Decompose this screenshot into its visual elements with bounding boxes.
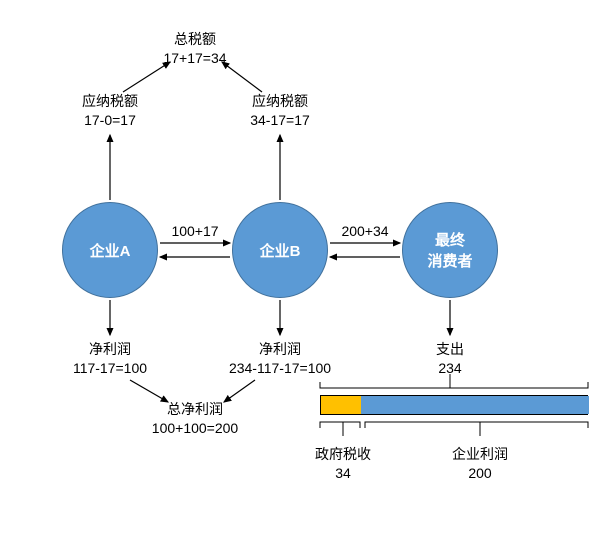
- node-label: 企业B: [260, 240, 301, 261]
- node-enterprise-a: 企业A: [62, 202, 158, 298]
- label-tax-b: 应纳税额34-17=17: [180, 92, 380, 130]
- label-ent-profit: 企业利润200: [380, 445, 580, 483]
- label-total-profit: 总净利润100+100=200: [95, 400, 295, 438]
- node-consumer: 最终 消费者: [402, 202, 498, 298]
- label-flow-bc: 200+34: [265, 222, 465, 241]
- label-total-tax: 总税额17+17=34: [95, 30, 295, 68]
- expense-bar-profit: [361, 396, 589, 414]
- label-expense: 支出234: [350, 340, 550, 378]
- expense-bar: [320, 395, 588, 415]
- node-enterprise-b: 企业B: [232, 202, 328, 298]
- expense-bar-gov: [321, 396, 361, 414]
- node-label: 企业A: [90, 240, 131, 261]
